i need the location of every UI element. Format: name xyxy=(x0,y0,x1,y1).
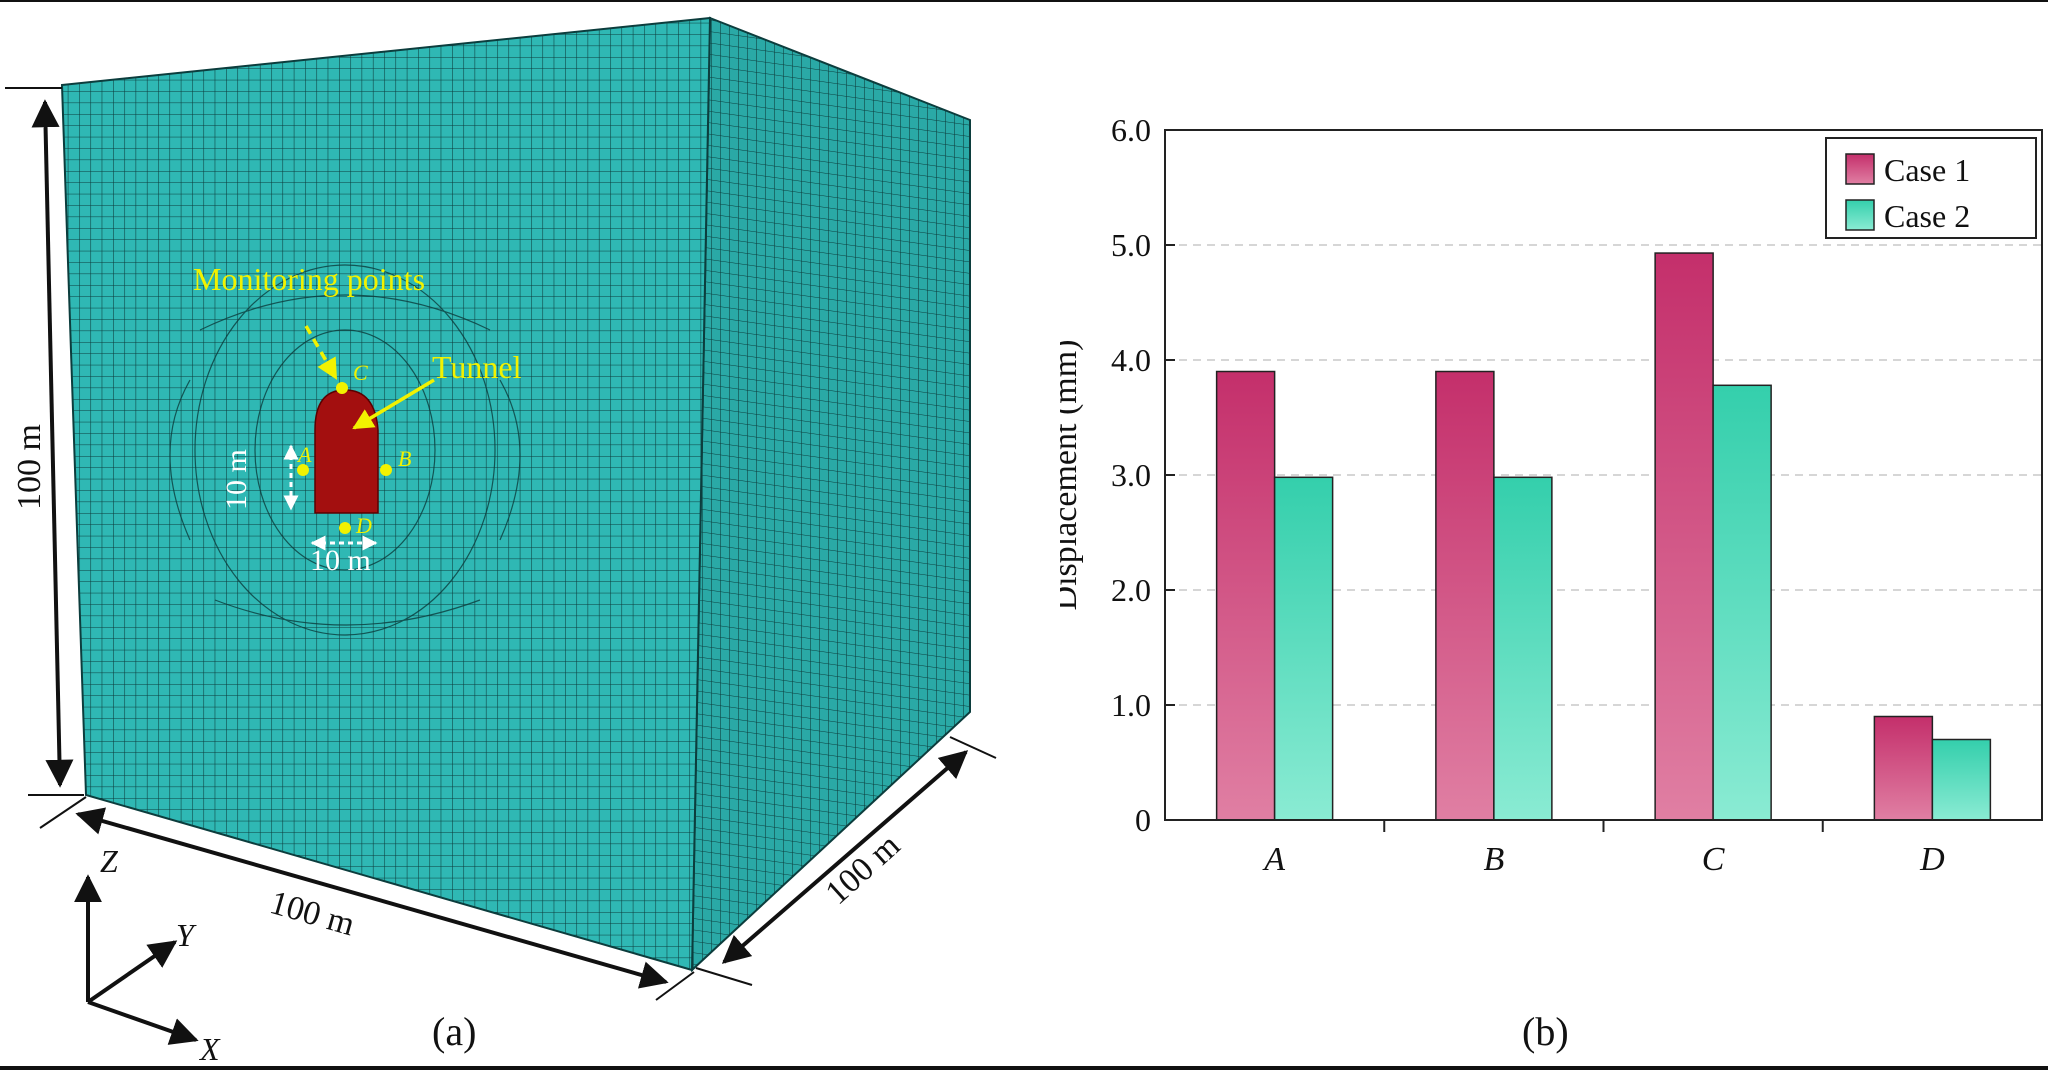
axis-x-label: X xyxy=(198,1031,221,1067)
bar-case-1-b xyxy=(1435,370,1495,821)
y-tick-label: 2.0 xyxy=(1111,572,1151,608)
depth-tick-top xyxy=(949,736,997,759)
tunnel-label: Tunnel xyxy=(432,349,522,385)
monitoring-point-a xyxy=(297,464,309,476)
x-tick-label: C xyxy=(1702,841,1725,878)
legend-label: Case 2 xyxy=(1884,198,1970,234)
bar-case-1-a xyxy=(1215,370,1276,821)
point-label-d: D xyxy=(355,513,372,538)
y-tick-label: 3.0 xyxy=(1111,457,1151,493)
panel-a-model: A B C D Monitoring points Tunnel 10 m 10… xyxy=(5,16,997,1067)
x-axis-ticks: A B C D xyxy=(1262,820,1945,878)
axis-z-label: Z xyxy=(100,843,119,879)
legend-swatch xyxy=(1845,153,1875,185)
bar-case-1-c xyxy=(1654,252,1714,821)
depth-dimension-arrow xyxy=(721,750,969,964)
y-tick-label: 0 xyxy=(1135,802,1151,838)
width-dimension-label: 100 m xyxy=(266,884,359,943)
bar-case-1-d xyxy=(1873,715,1934,821)
point-label-c: C xyxy=(353,360,368,385)
frame-top-border xyxy=(0,0,2048,2)
monitoring-points-label: Monitoring points xyxy=(193,261,425,297)
y-tick-label: 5.0 xyxy=(1111,227,1151,263)
refined-mesh-zone xyxy=(169,264,521,636)
tunnel-width-label: 10 m xyxy=(310,544,371,577)
monitoring-point-c xyxy=(336,382,348,394)
depth-tick-bottom xyxy=(695,967,753,986)
y-tick-label: 1.0 xyxy=(1111,687,1151,723)
y-tick-label: 4.0 xyxy=(1111,342,1151,378)
y-axis-label: Displacement (mm) xyxy=(1060,340,1084,611)
point-label-b: B xyxy=(398,446,411,471)
x-tick-label: D xyxy=(1919,841,1945,878)
bar-case-2-d xyxy=(1931,738,1992,821)
legend-label: Case 1 xyxy=(1884,152,1970,188)
height-dimension-label: 100 m xyxy=(11,424,48,510)
y-axis-ticks: 0 1.0 2.0 3.0 4.0 5.0 6.0 xyxy=(1111,112,1175,838)
height-dimension-arrow xyxy=(31,99,74,788)
bar-case-2-a xyxy=(1273,476,1334,821)
monitoring-point-d xyxy=(339,522,351,534)
axis-y-arrow xyxy=(86,940,178,1004)
axis-y-label: Y xyxy=(176,917,197,953)
bar-case-2-c xyxy=(1712,384,1772,821)
panel-a-caption: (a) xyxy=(432,1009,476,1054)
bar-case-2-b xyxy=(1493,476,1553,821)
width-tick-left xyxy=(39,796,87,829)
tunnel-shape xyxy=(314,389,379,514)
tunnel-arrow xyxy=(352,378,435,430)
monitoring-points-arrow xyxy=(304,325,338,380)
x-tick-label: B xyxy=(1483,841,1504,878)
tunnel-height-label: 10 m xyxy=(220,449,253,510)
x-tick-label: A xyxy=(1262,841,1285,878)
panel-b-chart: 0 1.0 2.0 3.0 4.0 5.0 6.0 A B C D Displacement (m… xyxy=(1060,112,2043,1054)
width-dimension-arrow xyxy=(75,807,669,989)
monitoring-point-b xyxy=(380,464,392,476)
chart-legend: Case 1 Case 2 xyxy=(1825,137,2037,239)
point-label-a: A xyxy=(296,442,312,467)
frame-bottom-border xyxy=(0,1066,2048,1070)
panel-b-caption: (b) xyxy=(1522,1009,1569,1054)
axis-x-arrow xyxy=(87,1000,199,1045)
model-side-face xyxy=(690,16,971,973)
model-front-face xyxy=(60,16,712,972)
width-tick-right xyxy=(655,971,695,1001)
chart-bars xyxy=(1215,252,1992,821)
legend-swatch xyxy=(1845,199,1875,231)
y-tick-label: 6.0 xyxy=(1111,112,1151,148)
